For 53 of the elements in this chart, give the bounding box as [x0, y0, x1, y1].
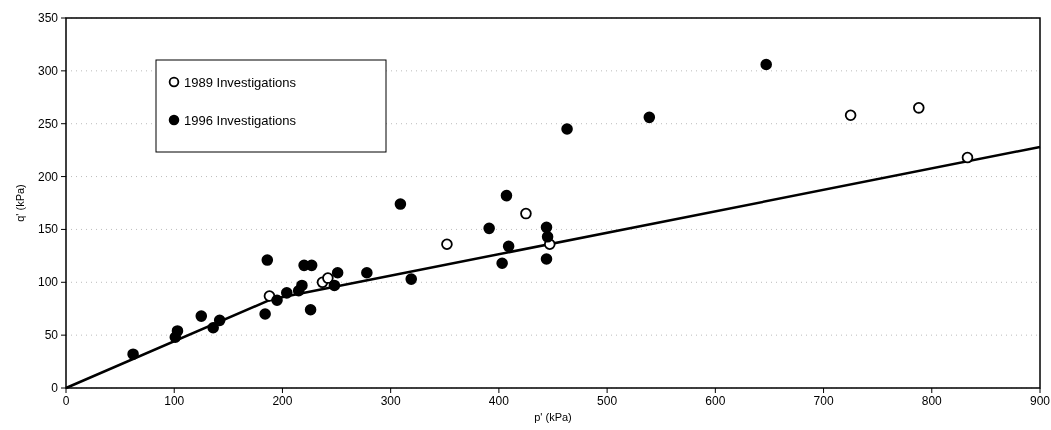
point	[405, 273, 418, 285]
point	[207, 321, 219, 334]
point	[394, 198, 407, 210]
point	[213, 314, 226, 327]
y-tick-label: 100	[37, 275, 59, 290]
point	[331, 267, 344, 279]
legend-label: 1989 Investigations	[184, 75, 297, 90]
legend-label: 1996 Investigations	[184, 113, 297, 128]
point	[296, 279, 308, 292]
point	[541, 231, 554, 243]
y-tick-label: 0	[51, 381, 59, 395]
point	[760, 58, 772, 71]
point	[195, 310, 208, 322]
point	[520, 207, 532, 220]
point	[171, 325, 184, 337]
y-axis-title: q' (kPa)	[14, 184, 26, 222]
point	[540, 253, 553, 265]
y-tick-label: 250	[37, 116, 59, 131]
x-tick-label: 200	[272, 394, 293, 408]
y-tick-label: 50	[44, 328, 59, 343]
point	[328, 279, 341, 292]
x-tick-label: 700	[813, 394, 834, 408]
point	[280, 287, 293, 299]
x-tick-label: 500	[597, 394, 618, 408]
point	[561, 123, 573, 135]
x-axis-title: p' (kPa)	[534, 411, 572, 423]
point	[259, 308, 271, 320]
x-tick-label: 600	[705, 394, 726, 408]
point	[483, 222, 495, 235]
point	[500, 189, 513, 202]
point	[271, 294, 283, 307]
point	[322, 272, 334, 284]
point	[961, 151, 974, 164]
x-tick-label: 100	[164, 394, 185, 408]
point	[643, 111, 656, 124]
y-tick-label: 300	[37, 63, 59, 78]
point	[261, 254, 274, 266]
y-tick-label: 350	[37, 11, 59, 25]
point	[502, 240, 515, 253]
x-tick-label: 300	[380, 394, 401, 408]
y-tick-label: 150	[37, 222, 59, 237]
point	[127, 348, 139, 360]
x-tick-label: 400	[488, 394, 510, 408]
point	[844, 109, 857, 122]
x-tick-label: 800	[921, 394, 943, 408]
point	[304, 304, 317, 316]
point	[441, 238, 453, 250]
y-tick-label: 200	[37, 169, 59, 184]
x-tick-label: 0	[62, 394, 70, 408]
x-tick-label: 900	[1029, 394, 1051, 408]
point	[913, 102, 925, 114]
point	[496, 257, 508, 270]
point	[361, 267, 373, 279]
